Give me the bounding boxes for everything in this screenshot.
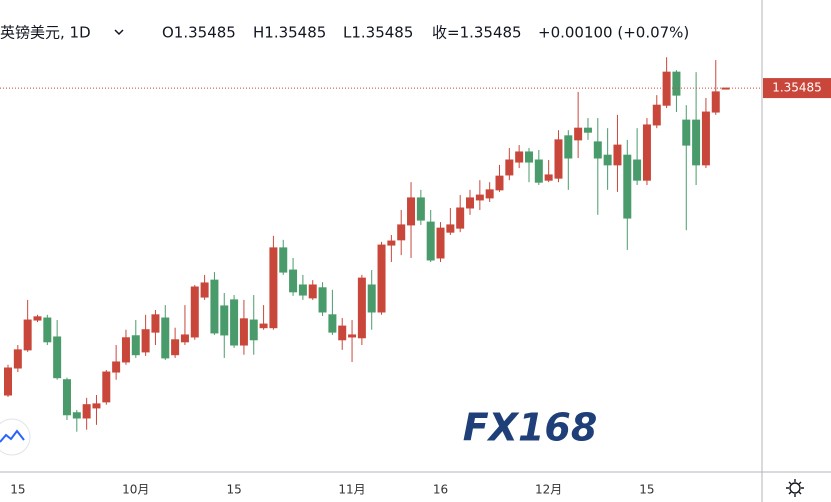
candle-body — [161, 317, 170, 359]
candle-body — [249, 319, 258, 341]
candle-body — [682, 119, 691, 146]
candle-body — [564, 135, 573, 159]
legend-change: +0.00100 (+0.07%) — [538, 24, 689, 42]
candle-body — [426, 221, 435, 261]
candle-body — [53, 336, 62, 379]
candle-body — [62, 379, 71, 416]
x-tick-label: 11月 — [338, 483, 365, 497]
chevron[interactable] — [114, 29, 124, 36]
candle-body — [308, 284, 317, 299]
logo-button[interactable] — [0, 418, 31, 456]
candle-body — [524, 151, 533, 163]
candle-body — [43, 317, 52, 343]
candle-body — [583, 127, 592, 133]
candle-body — [416, 197, 425, 221]
candle-body — [318, 287, 327, 313]
x-tick-label: 15 — [226, 483, 241, 497]
candle-body — [407, 197, 416, 226]
candle-body — [171, 339, 180, 356]
candle-body — [652, 104, 661, 126]
settings-icon[interactable] — [786, 479, 804, 497]
x-tick-label: 10月 — [122, 483, 149, 497]
candle-body — [446, 224, 455, 233]
candle-body — [200, 282, 209, 298]
x-tick-label: 16 — [433, 483, 448, 497]
candle-body — [180, 334, 189, 343]
candle-body — [220, 305, 229, 336]
candle-body — [642, 124, 651, 181]
candle-body — [82, 404, 91, 419]
candle-body — [279, 247, 288, 273]
x-tick-label: 15 — [639, 483, 654, 497]
candle-body — [593, 141, 602, 159]
watermark: FX168 — [463, 406, 598, 450]
candle-body — [377, 244, 386, 313]
candle-body — [112, 361, 121, 373]
candle-body — [92, 403, 101, 409]
candle-body — [603, 154, 612, 166]
candle-body — [711, 91, 720, 113]
candle-body — [515, 151, 524, 163]
candle-body — [13, 349, 22, 369]
candle-body — [190, 286, 199, 338]
candle-body — [623, 154, 632, 219]
candle-body — [662, 71, 671, 106]
candle-body — [495, 175, 504, 191]
candle-body — [210, 279, 219, 334]
candle-body — [102, 371, 111, 403]
candle-body — [367, 284, 376, 313]
candle-body — [613, 144, 622, 166]
candle-body — [485, 189, 494, 199]
candle-body — [672, 71, 681, 96]
candle-body — [475, 194, 484, 201]
candle-body — [466, 197, 475, 209]
candle-body — [534, 159, 543, 183]
candle-body — [131, 335, 140, 356]
candle-body — [259, 323, 268, 329]
legend-open: O1.35485 — [162, 24, 236, 42]
candle-body — [387, 240, 396, 246]
candle-body — [230, 299, 239, 346]
candle-body — [121, 337, 130, 363]
legend-high: H1.35485 — [253, 24, 326, 42]
candle-body — [328, 314, 337, 333]
x-tick-label: 12月 — [535, 483, 562, 497]
candle-body — [701, 111, 710, 166]
candle-body — [456, 207, 465, 229]
candle-body — [692, 119, 701, 166]
candle-body — [554, 139, 563, 179]
price-label: 1.35485 — [772, 81, 822, 95]
legend-low: L1.35485 — [343, 24, 413, 42]
candle-body — [141, 329, 150, 353]
candle-body — [289, 269, 298, 293]
candle-body — [397, 224, 406, 241]
candle-body — [633, 159, 642, 181]
candle-body — [544, 174, 553, 181]
candle-body — [269, 247, 278, 329]
candle-body — [436, 227, 445, 259]
candle-body — [4, 367, 12, 396]
candle-body — [239, 318, 248, 346]
price-label-box — [763, 78, 831, 99]
candle-body — [298, 284, 307, 296]
legend-close: 收=1.35485 — [432, 24, 522, 42]
candle-body — [33, 316, 42, 321]
candle-body — [338, 325, 347, 341]
x-tick-label: 15 — [10, 483, 25, 497]
candle-body — [72, 412, 81, 419]
candle-body — [151, 314, 160, 333]
candle-body — [505, 159, 514, 176]
symbol: 英镑美元, 1D — [0, 24, 91, 42]
candle-body — [357, 277, 366, 339]
candle-body — [23, 319, 32, 351]
candle-body — [574, 127, 583, 141]
candle-body — [348, 334, 357, 338]
